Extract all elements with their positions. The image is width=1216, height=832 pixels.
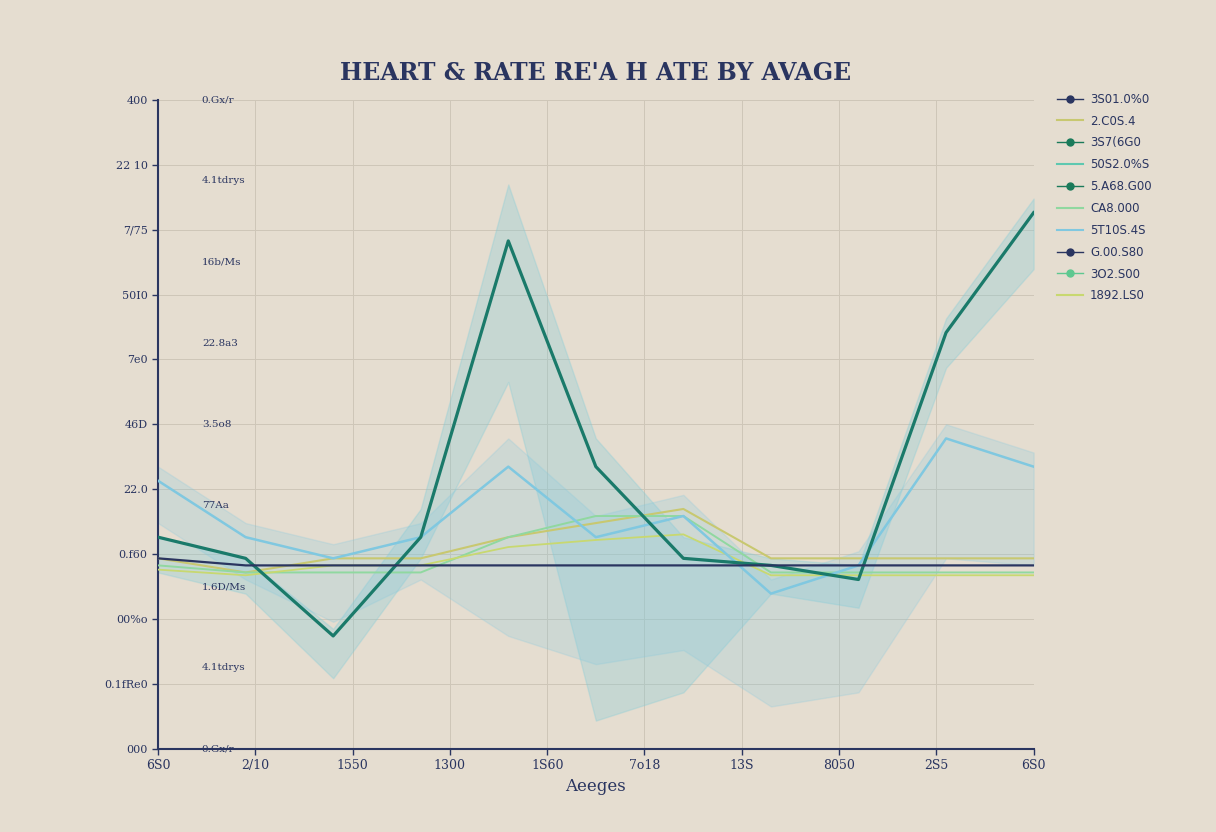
Text: 1.6D/Ms: 1.6D/Ms [202,582,246,591]
Text: 16b/Ms: 16b/Ms [202,258,241,266]
X-axis label: Aeeges: Aeeges [565,778,626,795]
Legend: 3S01.0%0, 2.C0S.4, 3S7(6G0, 50S2.0%S, 5.A68.G00, CA8.000, 5T10S.4S, G.00.S80, 3O: 3S01.0%0, 2.C0S.4, 3S7(6G0, 50S2.0%S, 5.… [1057,92,1152,303]
Text: 4.1tdrys: 4.1tdrys [202,663,246,672]
Text: 22.8a3: 22.8a3 [202,339,238,348]
Text: 3.5o8: 3.5o8 [202,420,231,428]
Text: 4.1tdrys: 4.1tdrys [202,176,246,186]
Title: HEART & RATE RE'A H ATE BY AVAGE: HEART & RATE RE'A H ATE BY AVAGE [340,62,851,86]
Text: 77Aa: 77Aa [202,501,229,510]
Text: 0.Gx/r: 0.Gx/r [202,745,235,753]
Text: 0.Gx/r: 0.Gx/r [202,96,235,104]
